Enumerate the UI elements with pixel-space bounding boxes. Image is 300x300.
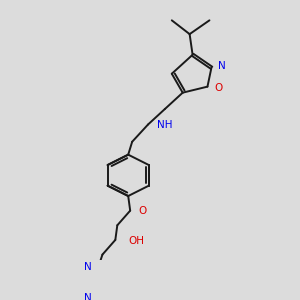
Text: N: N <box>84 292 92 300</box>
Text: NH: NH <box>157 120 172 130</box>
Text: O: O <box>138 206 146 216</box>
Text: O: O <box>214 82 223 92</box>
Text: N: N <box>218 61 226 71</box>
Text: N: N <box>84 262 92 272</box>
Text: OH: OH <box>128 236 144 246</box>
